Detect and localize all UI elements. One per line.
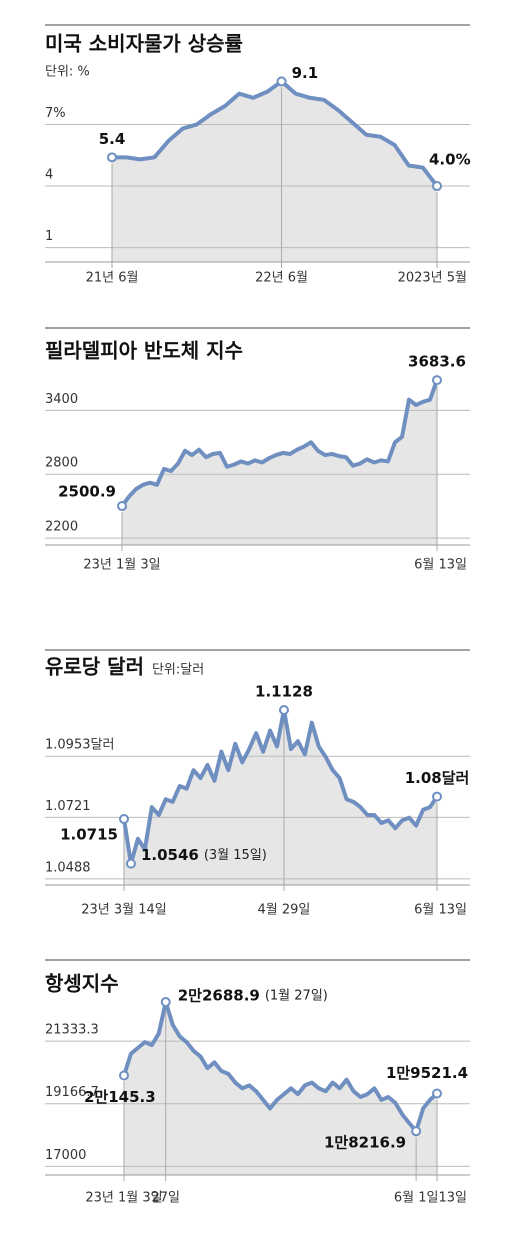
line bbox=[112, 79, 439, 188]
y-tick-label: 19166.7 bbox=[45, 1085, 99, 1100]
x-tick-label: 13일 bbox=[438, 1191, 467, 1206]
x-tick-label: 23년 1월 3일 bbox=[85, 1191, 162, 1206]
point-marker bbox=[117, 501, 127, 512]
point-marker bbox=[278, 705, 289, 716]
value-label: 4.0% bbox=[429, 151, 471, 169]
value-label: 1.0715 bbox=[60, 826, 118, 844]
x-tick-label: 23년 1월 3일 bbox=[83, 558, 160, 573]
value-label: 2만145.3 bbox=[84, 1088, 156, 1106]
x-tick-label: 23년 3월 14일 bbox=[81, 903, 167, 918]
value-label: 1만8216.9 bbox=[324, 1134, 406, 1152]
x-tick-label: 4월 29일 bbox=[258, 903, 311, 918]
point-marker bbox=[432, 181, 442, 192]
x-tick-label: 6월 13일 bbox=[414, 903, 467, 918]
y-tick-label: 3400 bbox=[45, 392, 78, 407]
point-marker bbox=[107, 152, 117, 163]
subtitle: 단위:달러 bbox=[152, 663, 204, 678]
subtitle: 단위: % bbox=[45, 65, 90, 80]
y-tick-label: 17000 bbox=[45, 1148, 86, 1163]
value-label: 1.0546 bbox=[141, 846, 199, 864]
point-marker bbox=[432, 791, 442, 802]
y-tick-label: 1.0488 bbox=[45, 860, 91, 875]
chart-title: 유로당 달러 bbox=[45, 655, 144, 679]
value-label: 9.1 bbox=[292, 64, 319, 82]
value-label: 1.1128 bbox=[255, 683, 313, 701]
point-marker bbox=[276, 76, 287, 87]
annotation: (3월 15일) bbox=[204, 848, 267, 863]
y-tick-label: 1.0721 bbox=[45, 799, 91, 814]
area bbox=[112, 81, 437, 262]
point-marker bbox=[160, 996, 171, 1007]
point-marker bbox=[411, 1126, 422, 1137]
line bbox=[120, 379, 439, 508]
y-tick-label: 1 bbox=[45, 229, 53, 244]
value-label: 2500.9 bbox=[58, 483, 116, 501]
point-marker bbox=[119, 814, 129, 825]
chart-title: 필라델피아 반도체 지수 bbox=[45, 339, 243, 363]
annotation: (1월 27일) bbox=[265, 988, 328, 1003]
y-tick-label: 1.0953달러 bbox=[45, 738, 114, 753]
y-tick-label: 7% bbox=[45, 106, 66, 121]
area bbox=[124, 1001, 437, 1175]
point-marker bbox=[432, 1088, 442, 1099]
y-tick-label: 4 bbox=[45, 168, 53, 183]
y-tick-label: 2200 bbox=[45, 520, 78, 535]
value-label: 2만2688.9 bbox=[178, 986, 260, 1004]
x-tick-label: 6월 1일 bbox=[394, 1191, 439, 1206]
y-tick-label: 21333.3 bbox=[45, 1023, 99, 1038]
line bbox=[122, 708, 439, 866]
point-marker bbox=[432, 375, 442, 386]
x-tick-label: 6월 13일 bbox=[414, 558, 467, 573]
point-marker bbox=[125, 858, 136, 869]
x-tick-label: 22년 6월 bbox=[255, 271, 308, 286]
value-label: 1.08달러 bbox=[405, 769, 470, 787]
chart-title: 항셍지수 bbox=[45, 972, 119, 996]
x-tick-label: 27일 bbox=[151, 1191, 180, 1206]
x-tick-label: 2023년 5월 bbox=[398, 271, 467, 286]
point-marker bbox=[119, 1070, 129, 1081]
value-label: 3683.6 bbox=[408, 353, 466, 371]
chart-title: 미국 소비자물가 상승률 bbox=[45, 32, 243, 56]
area bbox=[124, 710, 437, 885]
value-label: 5.4 bbox=[99, 130, 126, 148]
y-tick-label: 2800 bbox=[45, 456, 78, 471]
value-label: 1만9521.4 bbox=[386, 1064, 468, 1082]
x-tick-label: 21년 6월 bbox=[86, 271, 139, 286]
area bbox=[122, 380, 437, 545]
line bbox=[122, 999, 439, 1134]
